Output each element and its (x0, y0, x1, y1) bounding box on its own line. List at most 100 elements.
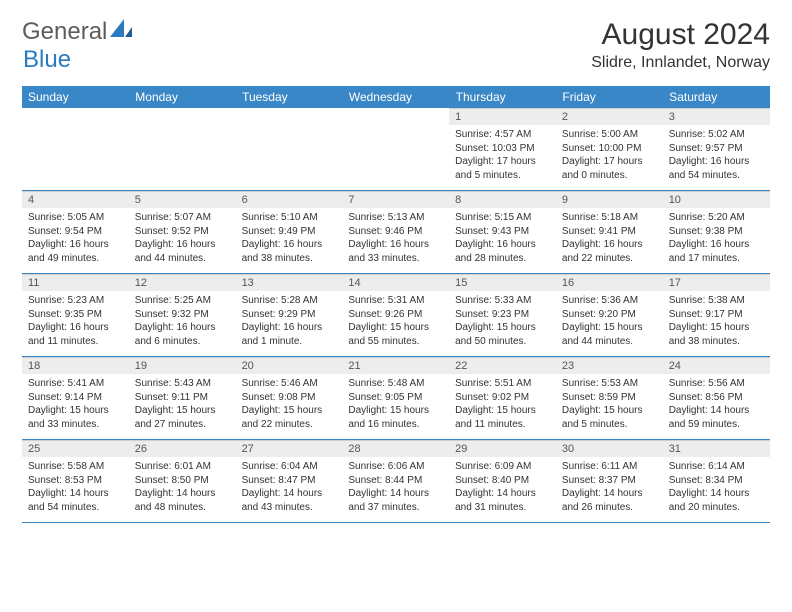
sunset: Sunset: 8:37 PM (562, 474, 657, 488)
day-info: Sunrise: 5:51 AMSunset: 9:02 PMDaylight:… (449, 374, 556, 439)
day-cell: 26Sunrise: 6:01 AMSunset: 8:50 PMDayligh… (129, 440, 236, 523)
location: Slidre, Innlandet, Norway (591, 54, 770, 72)
day-header: Friday (556, 86, 663, 108)
daylight: Daylight: 14 hours and 43 minutes. (242, 487, 337, 514)
sunrise: Sunrise: 5:23 AM (28, 294, 123, 308)
header: General August 2024 Slidre, Innlandet, N… (22, 18, 770, 72)
day-cell: 10Sunrise: 5:20 AMSunset: 9:38 PMDayligh… (663, 191, 770, 274)
sunset: Sunset: 9:49 PM (242, 225, 337, 239)
day-number: 6 (236, 191, 343, 208)
day-number: 4 (22, 191, 129, 208)
daylight: Daylight: 15 hours and 55 minutes. (348, 321, 443, 348)
day-number: 20 (236, 357, 343, 374)
brand-blue: Blue (23, 46, 71, 74)
day-cell (129, 108, 236, 191)
daylight: Daylight: 15 hours and 5 minutes. (562, 404, 657, 431)
daylight: Daylight: 16 hours and 1 minute. (242, 321, 337, 348)
sunrise: Sunrise: 5:00 AM (562, 128, 657, 142)
daylight: Daylight: 16 hours and 11 minutes. (28, 321, 123, 348)
sunrise: Sunrise: 6:14 AM (669, 460, 764, 474)
daylight: Daylight: 15 hours and 27 minutes. (135, 404, 230, 431)
day-cell: 8Sunrise: 5:15 AMSunset: 9:43 PMDaylight… (449, 191, 556, 274)
sunset: Sunset: 8:34 PM (669, 474, 764, 488)
day-number: 11 (22, 274, 129, 291)
sunrise: Sunrise: 5:36 AM (562, 294, 657, 308)
daylight: Daylight: 15 hours and 38 minutes. (669, 321, 764, 348)
day-info: Sunrise: 5:18 AMSunset: 9:41 PMDaylight:… (556, 208, 663, 273)
day-cell: 1Sunrise: 4:57 AMSunset: 10:03 PMDayligh… (449, 108, 556, 191)
day-cell: 24Sunrise: 5:56 AMSunset: 8:56 PMDayligh… (663, 357, 770, 440)
day-number: 14 (342, 274, 449, 291)
daylight: Daylight: 16 hours and 28 minutes. (455, 238, 550, 265)
day-info: Sunrise: 5:33 AMSunset: 9:23 PMDaylight:… (449, 291, 556, 356)
sunrise: Sunrise: 5:15 AM (455, 211, 550, 225)
week-row: 18Sunrise: 5:41 AMSunset: 9:14 PMDayligh… (22, 357, 770, 440)
daylight: Daylight: 14 hours and 59 minutes. (669, 404, 764, 431)
daylight: Daylight: 15 hours and 11 minutes. (455, 404, 550, 431)
sunrise: Sunrise: 5:28 AM (242, 294, 337, 308)
day-number: 8 (449, 191, 556, 208)
sunset: Sunset: 9:57 PM (669, 142, 764, 156)
day-cell: 31Sunrise: 6:14 AMSunset: 8:34 PMDayligh… (663, 440, 770, 523)
empty-day (236, 108, 343, 180)
week-row: 25Sunrise: 5:58 AMSunset: 8:53 PMDayligh… (22, 440, 770, 523)
sunrise: Sunrise: 5:13 AM (348, 211, 443, 225)
day-number: 27 (236, 440, 343, 457)
calendar-page: General August 2024 Slidre, Innlandet, N… (0, 0, 792, 612)
sunrise: Sunrise: 6:01 AM (135, 460, 230, 474)
day-info: Sunrise: 5:43 AMSunset: 9:11 PMDaylight:… (129, 374, 236, 439)
day-info: Sunrise: 6:09 AMSunset: 8:40 PMDaylight:… (449, 457, 556, 522)
sunrise: Sunrise: 5:33 AM (455, 294, 550, 308)
day-cell: 28Sunrise: 6:06 AMSunset: 8:44 PMDayligh… (342, 440, 449, 523)
daylight: Daylight: 16 hours and 38 minutes. (242, 238, 337, 265)
daylight: Daylight: 15 hours and 33 minutes. (28, 404, 123, 431)
day-info: Sunrise: 6:01 AMSunset: 8:50 PMDaylight:… (129, 457, 236, 522)
day-number: 9 (556, 191, 663, 208)
day-info: Sunrise: 5:00 AMSunset: 10:00 PMDaylight… (556, 125, 663, 190)
daylight: Daylight: 14 hours and 37 minutes. (348, 487, 443, 514)
day-info: Sunrise: 5:56 AMSunset: 8:56 PMDaylight:… (663, 374, 770, 439)
day-number: 1 (449, 108, 556, 125)
sunrise: Sunrise: 5:51 AM (455, 377, 550, 391)
sunrise: Sunrise: 5:05 AM (28, 211, 123, 225)
daylight: Daylight: 16 hours and 54 minutes. (669, 155, 764, 182)
daylight: Daylight: 14 hours and 48 minutes. (135, 487, 230, 514)
day-cell: 15Sunrise: 5:33 AMSunset: 9:23 PMDayligh… (449, 274, 556, 357)
daylight: Daylight: 17 hours and 5 minutes. (455, 155, 550, 182)
sunrise: Sunrise: 6:06 AM (348, 460, 443, 474)
day-info: Sunrise: 5:28 AMSunset: 9:29 PMDaylight:… (236, 291, 343, 356)
day-info: Sunrise: 5:15 AMSunset: 9:43 PMDaylight:… (449, 208, 556, 273)
daylight: Daylight: 14 hours and 31 minutes. (455, 487, 550, 514)
day-cell: 22Sunrise: 5:51 AMSunset: 9:02 PMDayligh… (449, 357, 556, 440)
sunset: Sunset: 8:56 PM (669, 391, 764, 405)
sunset: Sunset: 8:44 PM (348, 474, 443, 488)
day-number: 18 (22, 357, 129, 374)
day-cell: 20Sunrise: 5:46 AMSunset: 9:08 PMDayligh… (236, 357, 343, 440)
day-number: 16 (556, 274, 663, 291)
day-info: Sunrise: 5:23 AMSunset: 9:35 PMDaylight:… (22, 291, 129, 356)
sunrise: Sunrise: 5:07 AM (135, 211, 230, 225)
sunrise: Sunrise: 5:41 AM (28, 377, 123, 391)
day-number: 31 (663, 440, 770, 457)
brand-general: General (22, 18, 107, 46)
sunset: Sunset: 8:59 PM (562, 391, 657, 405)
sunset: Sunset: 9:05 PM (348, 391, 443, 405)
sunset: Sunset: 9:20 PM (562, 308, 657, 322)
daylight: Daylight: 16 hours and 49 minutes. (28, 238, 123, 265)
day-number: 23 (556, 357, 663, 374)
sunset: Sunset: 9:23 PM (455, 308, 550, 322)
sunset: Sunset: 10:00 PM (562, 142, 657, 156)
calendar-table: SundayMondayTuesdayWednesdayThursdayFrid… (22, 86, 770, 523)
week-row: 11Sunrise: 5:23 AMSunset: 9:35 PMDayligh… (22, 274, 770, 357)
day-info: Sunrise: 5:41 AMSunset: 9:14 PMDaylight:… (22, 374, 129, 439)
daylight: Daylight: 16 hours and 6 minutes. (135, 321, 230, 348)
day-info: Sunrise: 5:58 AMSunset: 8:53 PMDaylight:… (22, 457, 129, 522)
day-info: Sunrise: 5:36 AMSunset: 9:20 PMDaylight:… (556, 291, 663, 356)
sunrise: Sunrise: 5:46 AM (242, 377, 337, 391)
sunset: Sunset: 9:08 PM (242, 391, 337, 405)
sunset: Sunset: 9:35 PM (28, 308, 123, 322)
day-cell: 6Sunrise: 5:10 AMSunset: 9:49 PMDaylight… (236, 191, 343, 274)
day-header: Thursday (449, 86, 556, 108)
day-info: Sunrise: 5:07 AMSunset: 9:52 PMDaylight:… (129, 208, 236, 273)
day-cell (22, 108, 129, 191)
